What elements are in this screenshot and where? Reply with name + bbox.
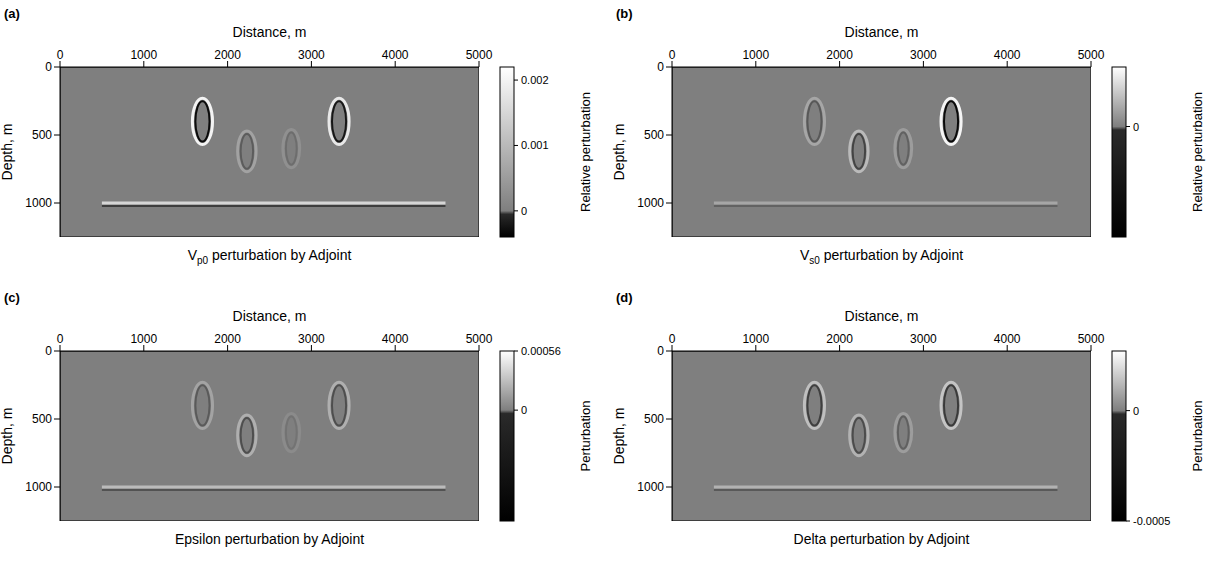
svg-text:Perturbation: Perturbation xyxy=(1190,401,1205,472)
svg-text:0.002: 0.002 xyxy=(521,74,549,86)
svg-text:3000: 3000 xyxy=(910,48,937,62)
svg-text:0: 0 xyxy=(45,60,52,74)
svg-text:1000: 1000 xyxy=(637,196,664,210)
svg-text:1000: 1000 xyxy=(25,480,52,494)
svg-text:0: 0 xyxy=(521,205,527,217)
html-text:(c): (c) xyxy=(4,290,20,305)
svg-text:0: 0 xyxy=(57,332,64,346)
svg-text:4000: 4000 xyxy=(382,332,409,346)
svg-text:Depth, m: Depth, m xyxy=(612,124,627,181)
svg-text:5000: 5000 xyxy=(466,48,493,62)
svg-text:Depth, m: Depth, m xyxy=(612,408,627,465)
html-text:Epsilon perturbation by Adjoin: Epsilon perturbation by Adjoint xyxy=(174,531,365,547)
svg-text:0.00056: 0.00056 xyxy=(521,345,561,357)
svg-text:4000: 4000 xyxy=(382,48,409,62)
svg-text:4000: 4000 xyxy=(994,48,1021,62)
svg-text:1000: 1000 xyxy=(742,48,769,62)
svg-text:Distance, m: Distance, m xyxy=(233,24,307,40)
svg-text:5000: 5000 xyxy=(1078,332,1105,346)
svg-text:Distance, m: Distance, m xyxy=(845,24,919,40)
svg-text:1000: 1000 xyxy=(130,332,157,346)
svg-text:0: 0 xyxy=(657,344,664,358)
svg-text:0: 0 xyxy=(521,404,527,416)
html-text:(d): (d) xyxy=(616,290,633,305)
svg-text:Relative perturbation: Relative perturbation xyxy=(578,92,593,212)
svg-text:0: 0 xyxy=(657,60,664,74)
svg-text:0: 0 xyxy=(1133,121,1139,133)
svg-text:1000: 1000 xyxy=(130,48,157,62)
svg-text:5000: 5000 xyxy=(466,332,493,346)
svg-text:0: 0 xyxy=(669,332,676,346)
svg-text:Perturbation: Perturbation xyxy=(578,401,593,472)
svg-text:Distance, m: Distance, m xyxy=(845,308,919,324)
html-text:(a): (a) xyxy=(4,6,20,21)
svg-text:Relative perturbation: Relative perturbation xyxy=(1190,92,1205,212)
svg-text:500: 500 xyxy=(32,412,52,426)
svg-text:4000: 4000 xyxy=(994,332,1021,346)
svg-text:0: 0 xyxy=(1133,405,1139,417)
svg-text:2000: 2000 xyxy=(826,48,853,62)
svg-text:Distance, m: Distance, m xyxy=(233,308,307,324)
svg-text:500: 500 xyxy=(644,128,664,142)
svg-text:Depth, m: Depth, m xyxy=(0,124,15,181)
svg-text:500: 500 xyxy=(32,128,52,142)
html-text:(b): (b) xyxy=(616,6,633,21)
svg-text:5000: 5000 xyxy=(1078,48,1105,62)
html-text:Vs0 perturbation by Adjoint: Vs0 perturbation by Adjoint xyxy=(799,247,964,266)
svg-text:Depth, m: Depth, m xyxy=(0,408,15,465)
svg-text:3000: 3000 xyxy=(298,332,325,346)
html-text:Delta perturbation by Adjoint: Delta perturbation by Adjoint xyxy=(793,531,970,547)
svg-text:0.001: 0.001 xyxy=(521,139,549,151)
svg-text:0: 0 xyxy=(669,48,676,62)
svg-text:1000: 1000 xyxy=(25,196,52,210)
svg-text:1000: 1000 xyxy=(742,332,769,346)
svg-text:2000: 2000 xyxy=(214,48,241,62)
svg-text:-0.0005: -0.0005 xyxy=(1133,515,1170,527)
svg-text:500: 500 xyxy=(644,412,664,426)
svg-text:3000: 3000 xyxy=(910,332,937,346)
svg-text:0: 0 xyxy=(45,344,52,358)
svg-text:2000: 2000 xyxy=(214,332,241,346)
html-text:Vp0 perturbation by Adjoint: Vp0 perturbation by Adjoint xyxy=(187,247,352,266)
svg-text:2000: 2000 xyxy=(826,332,853,346)
svg-text:1000: 1000 xyxy=(637,480,664,494)
svg-text:3000: 3000 xyxy=(298,48,325,62)
svg-text:0: 0 xyxy=(57,48,64,62)
